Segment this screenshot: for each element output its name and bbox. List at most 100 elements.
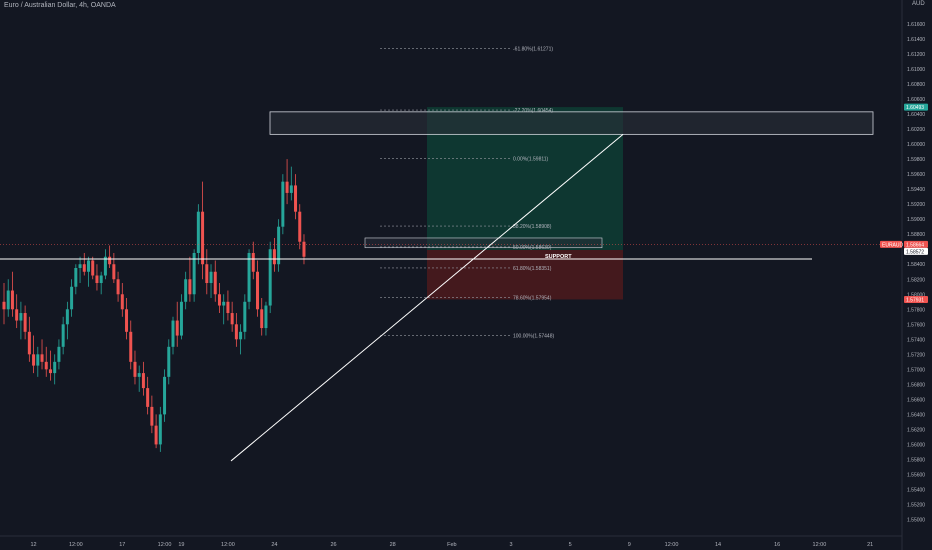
x-tick-label: 12:00 [69, 542, 83, 548]
y-tick-label: 1.59000 [907, 217, 925, 223]
y-tick-label: 1.57400 [907, 337, 925, 343]
y-tick-label: 1.55200 [907, 502, 925, 508]
candle-body [268, 249, 272, 306]
y-tick-label: 1.57000 [907, 367, 925, 373]
candle-body [103, 256, 107, 276]
chart-title: Euro / Australian Dollar, 4h, OANDA [4, 2, 116, 9]
candle-body [167, 346, 171, 377]
candle-body [70, 286, 74, 310]
candle-body [112, 264, 116, 280]
price-label: EURAUD [882, 242, 904, 248]
candle-body [137, 373, 141, 377]
x-tick-label: 21 [867, 542, 873, 548]
candle-body [57, 346, 61, 362]
stop-zone [427, 249, 623, 300]
y-tick-label: 1.55600 [907, 472, 925, 478]
candle-body [108, 256, 112, 265]
candle-body [294, 185, 298, 212]
entry-box [364, 237, 603, 249]
candle-body [82, 264, 86, 272]
candle-body [175, 320, 179, 336]
candle-body [32, 354, 36, 366]
candle-body [116, 279, 120, 295]
y-tick-label: 1.55800 [907, 457, 925, 463]
candle-body [179, 301, 183, 336]
candle-body [239, 331, 243, 340]
drawings: SUPPORT [0, 133, 902, 462]
x-tick-label: Feb [447, 542, 456, 548]
x-tick-label: 19 [178, 542, 184, 548]
candle-body [99, 275, 103, 284]
x-tick-label: 24 [271, 542, 277, 548]
y-tick-label: 1.57800 [907, 307, 925, 313]
x-tick-label: 12:00 [158, 542, 172, 548]
candle-body [2, 301, 6, 310]
candle-body [36, 354, 40, 366]
x-tick-label: 28 [390, 542, 396, 548]
y-tick-label: 1.58000 [907, 292, 925, 298]
x-tick-label: 16 [774, 542, 780, 548]
candle-body [6, 290, 10, 310]
candle-body [230, 313, 234, 325]
candle-body [188, 279, 192, 295]
candle-body [65, 309, 69, 325]
y-tick-label: 1.58800 [907, 232, 925, 238]
y-tick-label: 1.61000 [907, 67, 925, 73]
candle-body [260, 309, 264, 329]
price-label: 1.58664 [906, 242, 924, 248]
y-tick-label: 1.55400 [907, 487, 925, 493]
support-label: SUPPORT [545, 254, 572, 260]
candle-body [40, 354, 44, 362]
candle-body [264, 305, 268, 329]
y-tick-label: 1.60200 [907, 127, 925, 133]
price-axis: 1.61600 1.61400 1.61200 1.61000 1.60800 1.606… [880, 0, 928, 550]
x-tick-label: 3 [509, 542, 512, 548]
x-tick-label: 17 [119, 542, 125, 548]
y-tick-label: 1.60000 [907, 142, 925, 148]
candle-body [234, 324, 238, 340]
x-tick-label: 12:00 [813, 542, 827, 548]
x-tick-label: 9 [628, 542, 631, 548]
axis-currency: AUD [912, 1, 925, 7]
y-tick-label: 1.55000 [907, 517, 925, 523]
candle-body [298, 211, 302, 242]
x-tick-label: 5 [569, 542, 572, 548]
candle-body [226, 301, 230, 314]
price-label-bg [904, 240, 928, 248]
candle-body [15, 309, 19, 321]
price-label-bg [904, 295, 928, 303]
y-tick-label: 1.60800 [907, 82, 925, 88]
x-tick-label: 14 [715, 542, 721, 548]
y-tick-label: 1.58200 [907, 277, 925, 283]
y-tick-label: 1.61200 [907, 52, 925, 58]
candle-body [154, 425, 158, 445]
y-tick-label: 1.59200 [907, 202, 925, 208]
candle-body [302, 241, 306, 257]
fib-level-label: 0.00%(1.59811) [513, 156, 549, 162]
candle-body [184, 279, 188, 302]
candle-body [150, 406, 154, 426]
time-axis: 12 12:00 17 12:00 19 12:00 24 26 28 Feb 3 5 9 12:00 14… [0, 535, 902, 548]
candle-body [74, 267, 78, 287]
candle-body [272, 249, 276, 265]
y-tick-label: 1.57600 [907, 322, 925, 328]
candles [2, 159, 306, 452]
y-tick-label: 1.59600 [907, 172, 925, 178]
candle-body [171, 320, 175, 347]
candle-body [23, 313, 27, 332]
candle-body [120, 294, 124, 310]
candle-body [289, 185, 293, 193]
candle-body [277, 226, 281, 265]
candle-body [251, 252, 255, 272]
candle-body [129, 331, 133, 362]
y-tick-label: 1.59400 [907, 187, 925, 193]
candle-body [285, 181, 289, 193]
candle-body [201, 211, 205, 265]
candle-body [91, 260, 95, 276]
candle-body [217, 294, 221, 306]
candle-body [133, 361, 137, 377]
candle-body [209, 271, 213, 284]
y-tick-label: 1.59800 [907, 157, 925, 163]
y-tick-label: 1.56000 [907, 442, 925, 448]
